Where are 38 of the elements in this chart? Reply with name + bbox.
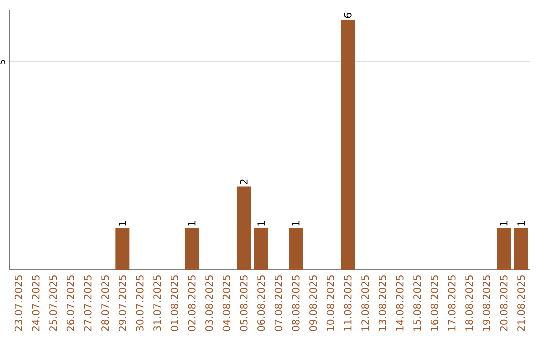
- x-tick-label: 18.08.2025: [466, 276, 474, 331]
- x-tick-label: 01.08.2025: [170, 276, 178, 332]
- x-tick-label: 21.08.2025: [518, 276, 526, 332]
- x-tick-label: 04.08.2025: [222, 276, 230, 332]
- data-label: 1: [518, 221, 525, 226]
- x-tick-label: 16.08.2025: [430, 276, 438, 331]
- x-tick-label: 06.08.2025: [258, 276, 266, 332]
- data-label: 6: [344, 13, 352, 18]
- x-tick-label: 15.08.2025: [414, 276, 422, 331]
- data-label: 1: [292, 221, 300, 226]
- x-tick-label: 13.08.2025: [378, 276, 386, 331]
- x-tick-label: 09.08.2025: [310, 276, 318, 332]
- x-tick-label: 19.08.2025: [482, 276, 490, 331]
- x-tick-label: 25.07.2025: [50, 276, 58, 332]
- x-tick-label: 23.07.2025: [14, 276, 22, 332]
- x-tick-label: 14.08.2025: [396, 276, 404, 331]
- x-tick-label: 31.07.2025: [154, 276, 162, 332]
- x-tick-label: 03.08.2025: [206, 276, 214, 332]
- data-label: 1: [258, 221, 265, 226]
- x-tick-label: 08.08.2025: [292, 276, 300, 332]
- x-tick-label: 11.08.2025: [344, 276, 352, 331]
- x-tick-label: 24.07.2025: [32, 276, 40, 332]
- x-tick-label: 20.08.2025: [500, 276, 508, 332]
- x-tick-label: 29.07.2025: [118, 276, 126, 332]
- data-label: 1: [188, 221, 196, 226]
- x-tick-label: 10.08.2025: [326, 276, 334, 331]
- data-label: 2: [240, 180, 248, 184]
- x-tick-label: 26.07.2025: [66, 276, 74, 332]
- data-label: 1: [500, 221, 508, 226]
- x-tick-label: 17.08.2025: [448, 276, 456, 331]
- x-tick-label: 05.08.2025: [240, 276, 248, 332]
- data-label: 1: [119, 221, 126, 226]
- x-tick-label: 27.07.2025: [84, 276, 92, 332]
- x-tick-label: 07.08.2025: [274, 276, 282, 332]
- x-tick-label: 02.08.2025: [188, 276, 196, 332]
- x-tick-label: 30.07.2025: [136, 276, 144, 332]
- x-tick-label: 12.08.2025: [362, 276, 370, 331]
- x-tick-label: 28.07.2025: [102, 276, 110, 332]
